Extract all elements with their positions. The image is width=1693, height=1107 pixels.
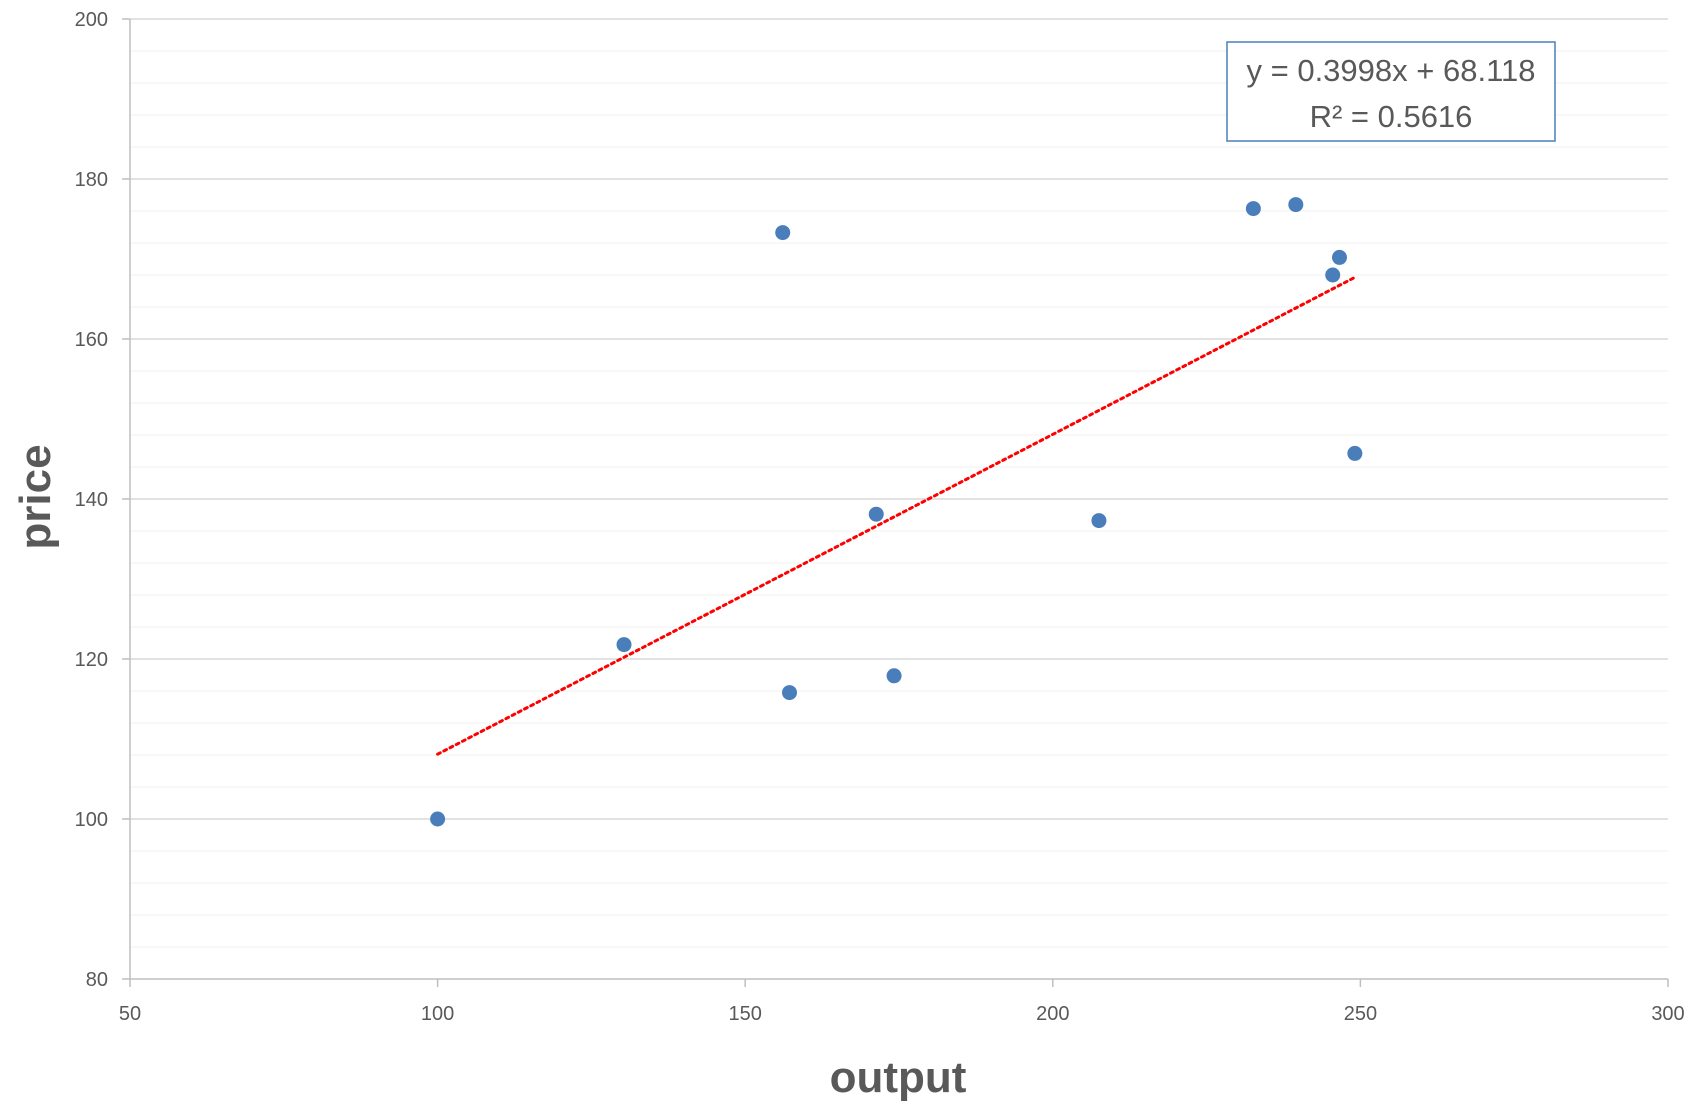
x-tick-label: 150 [729, 1003, 762, 1025]
trendline [436, 275, 1357, 756]
data-point [1288, 197, 1304, 213]
y-tick-label: 100 [75, 809, 108, 831]
y-tick-label: 160 [75, 329, 108, 351]
y-tick-label: 200 [75, 9, 108, 31]
data-point [781, 685, 797, 701]
tick-labels: 80 100 120 140 160 180 200 50 100 150 200 250 300 [75, 9, 1685, 1025]
x-tick-label: 300 [1651, 1003, 1684, 1025]
data-point [775, 225, 791, 241]
y-tick-label: 120 [75, 649, 108, 671]
data-point [1331, 249, 1347, 265]
data-point [1245, 201, 1261, 217]
x-tick-label: 200 [1036, 1003, 1069, 1025]
y-tick-label: 140 [75, 489, 108, 511]
y-tick-label: 180 [75, 169, 108, 191]
data-point [616, 637, 632, 653]
data-point [1091, 513, 1107, 529]
trendline-equation-box: y = 0.3998x + 68.118 R² = 0.5616 [1226, 41, 1556, 142]
trendline-r-squared: R² = 0.5616 [1310, 99, 1473, 134]
trendline-group [436, 275, 1357, 756]
x-tick-label: 50 [119, 1003, 141, 1025]
y-axis-title: price [11, 444, 60, 549]
data-point [1347, 445, 1363, 461]
x-tick-label: 250 [1344, 1003, 1377, 1025]
data-point [868, 506, 884, 522]
y-tick-label: 80 [86, 969, 108, 991]
trendline-equation: y = 0.3998x + 68.118 [1247, 53, 1536, 88]
x-tick-label: 100 [421, 1003, 454, 1025]
data-point [886, 668, 902, 684]
data-point [430, 811, 446, 827]
data-point [1325, 267, 1341, 283]
gridlines [130, 18, 1668, 948]
data-points [430, 197, 1363, 827]
x-axis-title: output [830, 1053, 967, 1102]
